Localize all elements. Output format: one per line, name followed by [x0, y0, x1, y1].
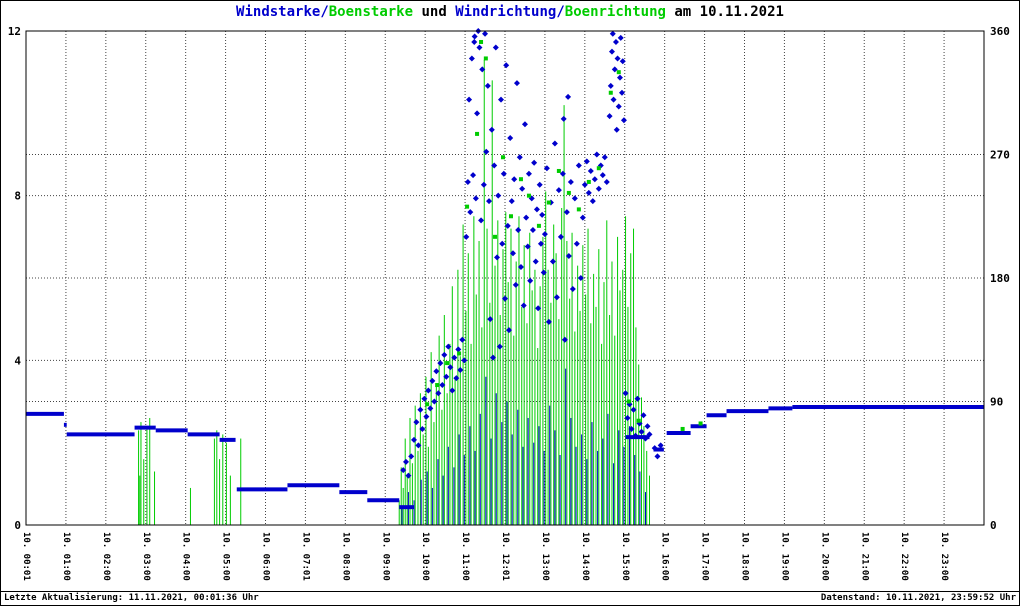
y-axis-left-labels: 0 4 8 12 — [8, 25, 22, 532]
plot-frame — [25, 30, 985, 526]
svg-text:10. 04:00: 10. 04:00 — [181, 532, 191, 581]
series-windrichtung — [400, 28, 664, 479]
series-boenstaerke — [138, 59, 650, 525]
svg-text:10. 14:00: 10. 14:00 — [580, 532, 590, 581]
svg-text:10. 16:00: 10. 16:00 — [660, 532, 670, 581]
svg-text:0: 0 — [14, 519, 21, 532]
svg-text:10. 15:00: 10. 15:00 — [620, 532, 630, 581]
svg-text:10. 13:00: 10. 13:00 — [540, 532, 550, 581]
title-und: und — [413, 4, 456, 20]
gridlines — [26, 31, 984, 525]
svg-text:10. 20:00: 10. 20:00 — [819, 532, 829, 581]
svg-text:10. 05:00: 10. 05:00 — [221, 532, 231, 581]
svg-text:10. 09:00: 10. 09:00 — [380, 532, 390, 581]
svg-text:4: 4 — [14, 354, 21, 367]
svg-text:10. 07:01: 10. 07:01 — [300, 532, 310, 581]
title-boenstaerke: Boenstarke — [328, 4, 414, 20]
svg-text:270: 270 — [990, 149, 1010, 162]
series-windstaerke — [401, 368, 647, 525]
title-date: am 10.11.2021 — [665, 4, 784, 20]
svg-text:10. 19:00: 10. 19:00 — [779, 532, 789, 581]
svg-text:8: 8 — [14, 190, 21, 203]
svg-text:360: 360 — [990, 25, 1010, 38]
svg-text:10. 06:00: 10. 06:00 — [261, 532, 271, 581]
data-status-text: Datenstand: 10.11.2021, 23:59:52 Uhr — [820, 593, 1016, 603]
chart-title: Windstarke/Boenstarke und Windrichtung/B… — [1, 4, 1019, 20]
title-boenrichtung: Boenrichtung — [564, 4, 666, 20]
svg-text:90: 90 — [990, 396, 1003, 409]
svg-text:180: 180 — [990, 272, 1010, 285]
svg-text:10. 11:00: 10. 11:00 — [460, 532, 470, 581]
series-boenrichtung — [425, 39, 703, 431]
svg-text:10. 12:01: 10. 12:01 — [500, 532, 510, 581]
svg-text:10. 10:00: 10. 10:00 — [420, 532, 430, 581]
svg-text:10. 03:00: 10. 03:00 — [141, 532, 151, 581]
svg-text:10. 00:01: 10. 00:01 — [21, 532, 31, 581]
svg-text:10. 18:00: 10. 18:00 — [740, 532, 750, 581]
svg-text:0: 0 — [990, 519, 997, 532]
svg-text:10. 21:00: 10. 21:00 — [859, 532, 869, 581]
title-windrichtung: Windrichtung/ — [455, 4, 565, 20]
y-axis-right-labels: 0 90 180 270 360 — [990, 25, 1010, 532]
svg-text:10. 08:00: 10. 08:00 — [340, 532, 350, 581]
svg-text:10. 01:00: 10. 01:00 — [61, 532, 71, 581]
series-windrichtung-band — [26, 404, 984, 510]
svg-text:10. 02:00: 10. 02:00 — [101, 532, 111, 581]
footer-bar: Letzte Aktualisierung: 11.11.2021, 00:01… — [1, 591, 1019, 605]
title-windstaerke: Windstarke/ — [236, 4, 329, 20]
svg-text:10. 17:00: 10. 17:00 — [700, 532, 710, 581]
last-update-text: Letzte Aktualisierung: 11.11.2021, 00:01… — [4, 593, 259, 603]
svg-text:12: 12 — [8, 25, 21, 38]
x-axis-labels: 10. 00:01 10. 01:00 10. 02:00 10. 03:00 10. … — [21, 532, 949, 581]
svg-text:10. 23:00: 10. 23:00 — [939, 532, 949, 581]
svg-text:10. 22:00: 10. 22:00 — [899, 532, 909, 581]
